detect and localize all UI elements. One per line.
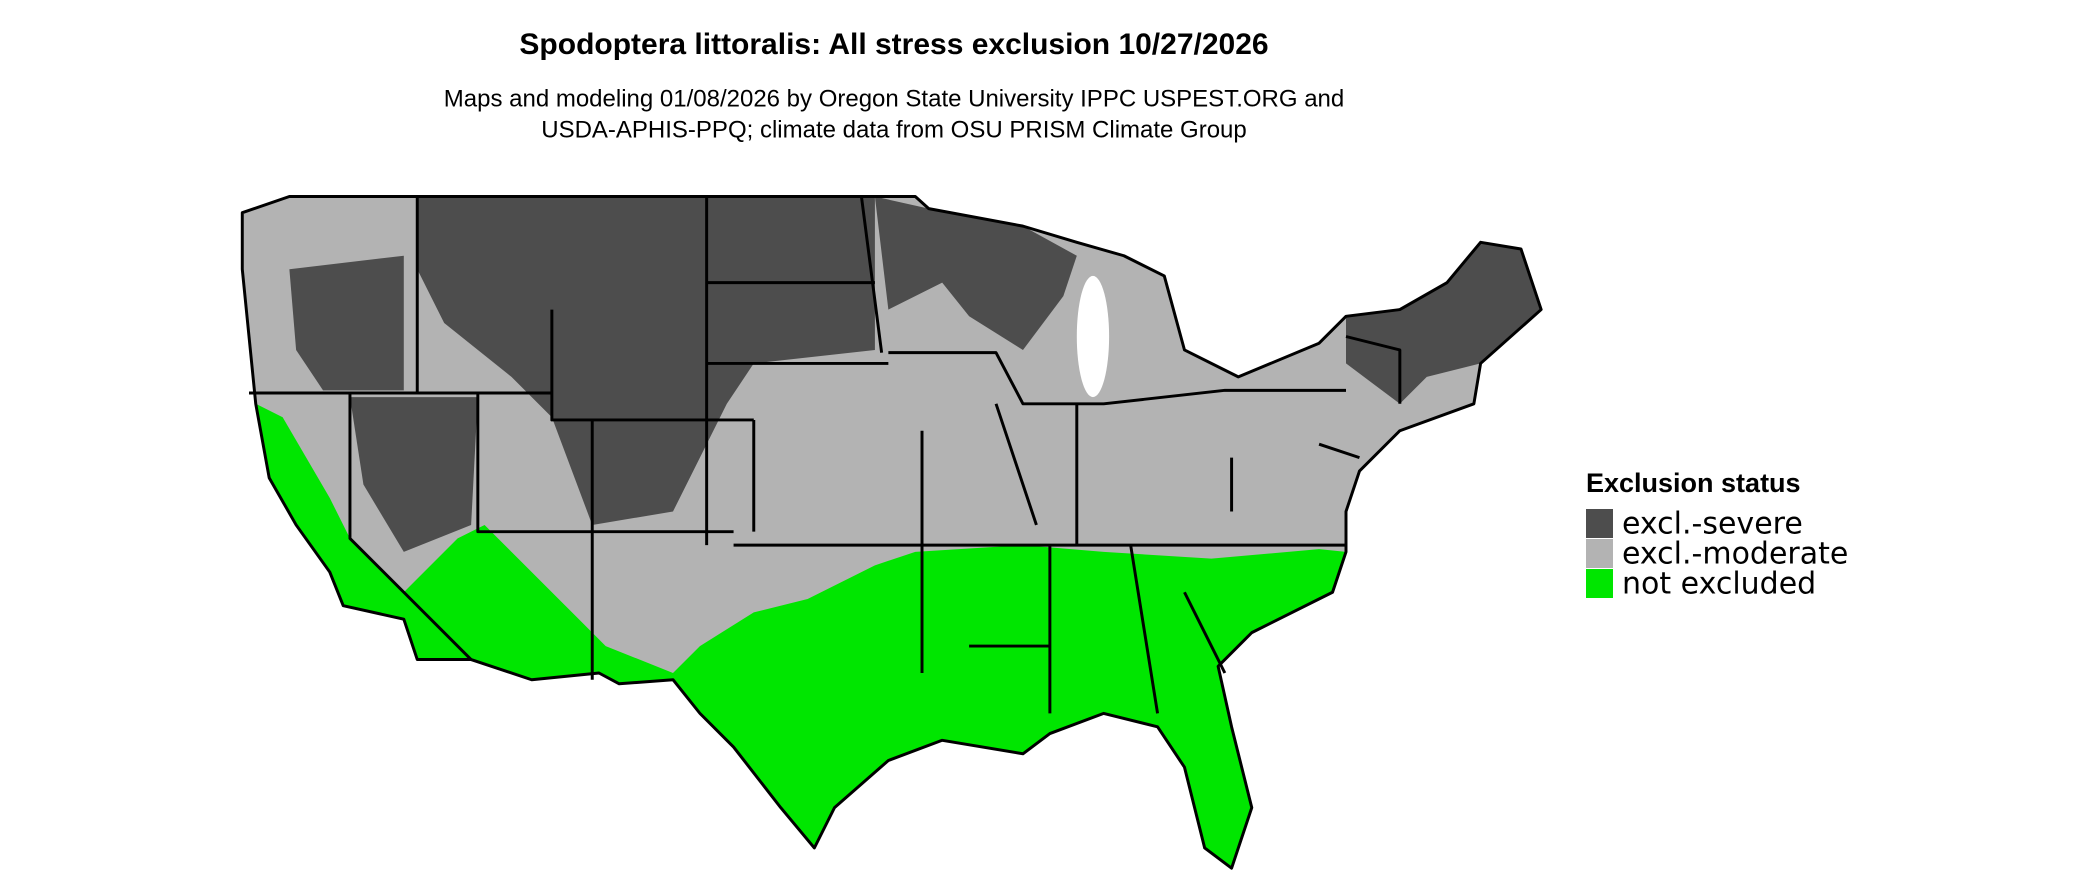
region-severe [289, 255, 404, 391]
map-subtitle: Maps and modeling 01/08/2026 by Oregon S… [444, 85, 1344, 112]
legend-label: excl.-moderate [1622, 537, 1848, 572]
map-subtitle: USDA-APHIS-PPQ; climate data from OSU PR… [541, 116, 1247, 143]
state-borders [249, 196, 1402, 714]
map-title: Spodoptera littoralis: All stress exclus… [519, 28, 1268, 61]
legend-label: not excluded [1622, 567, 1816, 602]
legend-swatch [1586, 569, 1613, 598]
legend-swatch [1586, 539, 1613, 568]
region-not-excluded [255, 403, 1346, 869]
region-severe [874, 196, 1077, 350]
region-severe [1346, 242, 1542, 404]
us-map [240, 195, 1543, 870]
region-severe [349, 397, 478, 552]
region-severe [417, 196, 875, 525]
lake-michigan [1076, 275, 1110, 398]
us-outline [240, 195, 1543, 870]
legend-label: excl.-severe [1622, 507, 1803, 542]
legend-title: Exclusion status [1586, 468, 1801, 498]
legend-swatch [1586, 509, 1613, 538]
